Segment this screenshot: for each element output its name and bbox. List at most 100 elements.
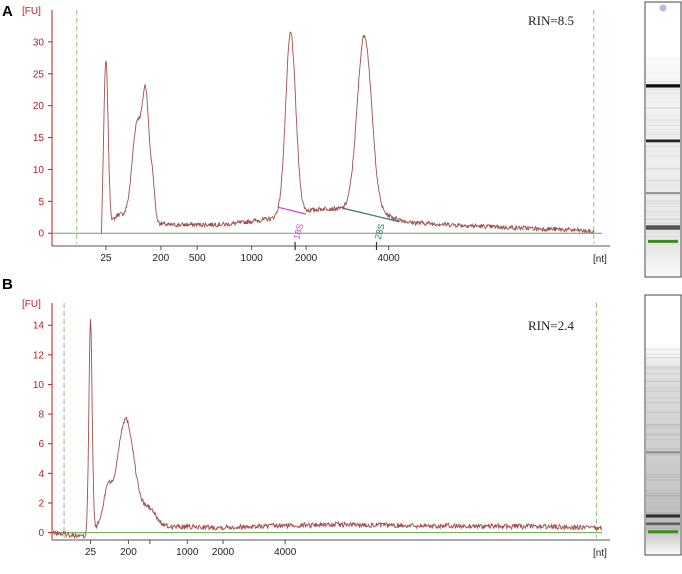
gel-stripe <box>646 503 680 504</box>
gel-stripe <box>646 65 680 66</box>
panel-a-x-unit: [nt] <box>593 254 607 265</box>
gel-stripe <box>646 222 680 223</box>
gel-stripe <box>646 369 680 370</box>
gel-stripe <box>646 107 680 109</box>
gel-stripe <box>646 92 680 94</box>
gel-marker-band <box>648 530 678 534</box>
y-tick-label: 5 <box>38 197 44 208</box>
y-tick-label: 4 <box>38 469 44 480</box>
x-tick-label: 4000 <box>274 547 297 558</box>
panel-b-rin: RIN=2.4 <box>528 318 574 333</box>
gel-stripe <box>646 179 680 181</box>
gel-stripe <box>646 477 680 479</box>
gel-stripe <box>646 494 680 496</box>
gel-stripe <box>646 465 680 466</box>
y-tick-label: 15 <box>33 133 45 144</box>
gel-stripe <box>646 89 680 91</box>
x-tick-label: 200 <box>120 547 137 558</box>
panel-a-plot: 0 5 10 15 20 25 30 25 200 500 1000 2000 4000 18S 28S <box>33 10 610 264</box>
gel-stripe <box>646 231 680 233</box>
gel-stripe <box>646 95 680 96</box>
gel-stripe <box>646 141 680 143</box>
x-tick-label: 1000 <box>176 547 199 558</box>
peak-marker-label: 18S <box>291 222 305 240</box>
gel-band <box>646 225 680 230</box>
gel-lane-a <box>644 1 682 278</box>
gel-stripe <box>646 434 680 435</box>
gel-stripe <box>646 348 680 349</box>
gel-band <box>646 139 680 143</box>
y-tick-label: 2 <box>38 498 44 509</box>
gel-stripe <box>646 203 680 205</box>
x-tick-label: 1000 <box>241 253 264 264</box>
gel-stripe <box>646 81 680 83</box>
panel-a-rin: RIN=8.5 <box>528 13 574 28</box>
y-tick-label: 25 <box>33 69 45 80</box>
y-tick-label: 14 <box>33 321 45 332</box>
gel-stripe <box>646 129 680 130</box>
gel-stripe <box>646 123 680 124</box>
gel-stripe <box>646 454 680 455</box>
gel-stripe <box>646 121 680 122</box>
gel-smear <box>646 296 680 554</box>
panel-a: A [FU] RIN=8.5 0 5 10 15 20 25 30 25 200 500 1000 2… <box>2 3 610 265</box>
panel-b-x-unit: [nt] <box>593 548 607 559</box>
gel-stripe <box>646 357 680 359</box>
gel-band <box>646 514 680 518</box>
gel-lane-b <box>644 294 682 556</box>
gel-stripe <box>646 101 680 103</box>
gel-stripe <box>646 391 680 392</box>
peak-marker-label: 28S <box>373 222 387 240</box>
x-tick-label: 25 <box>85 547 97 558</box>
gel-stripe <box>646 88 680 89</box>
gel-band <box>646 522 680 526</box>
y-tick-label: 12 <box>33 350 45 361</box>
gel-stripe <box>646 212 680 213</box>
gel-stripe <box>646 184 680 185</box>
gel-stripe <box>646 200 680 201</box>
gel-stripe <box>646 206 680 207</box>
panel-a-letter: A <box>2 3 13 20</box>
y-tick-label: 20 <box>33 101 45 112</box>
gel-stripe <box>646 474 680 475</box>
gel-stripe <box>646 497 680 499</box>
gel-stripe <box>646 210 680 212</box>
gel-stripe <box>646 367 680 369</box>
gel-stripe <box>646 381 680 383</box>
y-tick-label: 30 <box>33 37 45 48</box>
gel-stripe <box>646 495 680 497</box>
gel-stripe <box>646 200 680 202</box>
panel-b-letter: B <box>2 276 13 293</box>
x-tick-label: 25 <box>100 253 112 264</box>
x-tick-label: 2000 <box>295 253 318 264</box>
gel-stripe <box>646 120 680 121</box>
gel-stripe <box>646 428 680 429</box>
gel-stripe <box>646 214 680 216</box>
gel-stripe <box>646 145 680 147</box>
gel-stripe <box>646 117 680 118</box>
gel-stripe <box>646 72 680 73</box>
gel-stripe <box>646 180 680 182</box>
gel-stripe <box>646 69 680 70</box>
gel-stripe <box>646 131 680 133</box>
gel-stripe <box>646 357 680 359</box>
panel-b-y-unit: [FU] <box>22 299 41 310</box>
trace-line <box>101 31 595 234</box>
gel-stripe <box>646 176 680 178</box>
gel-marker-band <box>648 239 678 243</box>
gel-stripe <box>646 479 680 481</box>
gel-stripe <box>646 143 680 144</box>
gel-stripe <box>646 480 680 481</box>
gel-band <box>646 192 680 195</box>
gel-stripe <box>646 373 680 375</box>
gel-stripe <box>646 97 680 99</box>
gel-stripe <box>646 169 680 170</box>
gel-stripe <box>646 124 680 126</box>
gel-stripe <box>646 418 680 419</box>
gel-stripe <box>646 512 680 514</box>
integration-28s <box>343 207 400 223</box>
gel-stripe <box>646 433 680 435</box>
gel-stripe <box>646 425 680 427</box>
gel-stripe <box>646 185 680 187</box>
y-tick-label: 0 <box>38 229 44 240</box>
